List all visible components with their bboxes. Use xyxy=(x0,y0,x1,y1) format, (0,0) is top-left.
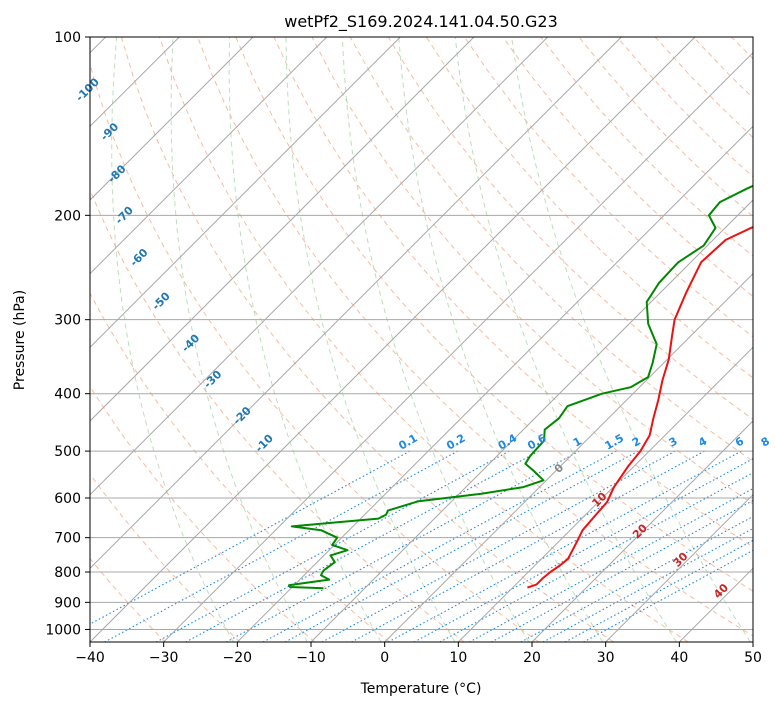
dry-adiabat-line xyxy=(90,557,166,642)
dry-adiabat-line xyxy=(90,292,390,642)
chart-title: wetPf2_S169.2024.141.04.50.G23 xyxy=(284,12,558,32)
x-tick-label: 20 xyxy=(523,650,541,666)
plot-frame xyxy=(89,36,754,643)
dry-adiabat-line xyxy=(159,37,689,642)
moist-adiabat-line xyxy=(454,37,677,642)
mixing-ratio-line xyxy=(469,487,753,642)
mixing-ratio-line xyxy=(284,450,639,642)
isotherm-line xyxy=(90,37,696,642)
mixing-ratio-line xyxy=(104,450,458,642)
dry-adiabat-line xyxy=(90,385,316,642)
dry-adiabat-line xyxy=(273,37,753,548)
isotherm-line xyxy=(163,51,753,642)
moist-adiabat-line xyxy=(398,37,604,642)
y-tick-label: 800 xyxy=(54,565,81,581)
x-tick-label: 50 xyxy=(744,650,762,666)
moist-adiabat-line xyxy=(228,37,382,642)
background-reference-lines xyxy=(90,37,753,642)
mixing-ratio-line xyxy=(413,458,753,642)
isotherm-line xyxy=(90,37,401,349)
x-tick-label: −30 xyxy=(149,650,179,666)
isotherm-line xyxy=(531,420,753,642)
isotherm-line xyxy=(90,37,328,275)
isotherm-line xyxy=(236,125,753,642)
mixing-ratio-line xyxy=(491,499,753,642)
mixing-ratio-line xyxy=(439,472,753,642)
isotherm-line xyxy=(310,199,753,642)
mixing-ratio-line xyxy=(226,450,580,642)
dry-adiabat-line xyxy=(311,37,753,505)
mixing-ratio-line xyxy=(90,450,411,625)
mixing-ratio-line xyxy=(542,527,753,642)
x-tick-label: 40 xyxy=(670,650,688,666)
isotherm-line xyxy=(384,272,753,642)
x-tick-label: −10 xyxy=(296,650,326,666)
mixing-ratio-line xyxy=(321,450,676,642)
mixing-ratio-line xyxy=(388,450,742,642)
moist-adiabat-line xyxy=(341,37,530,642)
moist-adiabat-line xyxy=(111,37,234,642)
dry-adiabat-line xyxy=(235,37,753,592)
mixing-ratio-line xyxy=(520,515,753,642)
dry-adiabat-line xyxy=(90,61,540,642)
x-tick-label: 10 xyxy=(449,650,467,666)
moist-adiabat-line xyxy=(170,37,308,642)
dry-adiabat-line xyxy=(464,37,753,338)
x-axis-ticks: −40 −30 −20 −10 0 10 20 30 40 50 xyxy=(75,642,762,666)
y-tick-label: 300 xyxy=(54,313,81,329)
isotherm-line xyxy=(90,37,254,201)
mixing-ratio-line xyxy=(185,450,539,642)
mixing-ratio-line xyxy=(564,539,753,642)
moist-adiabat-line xyxy=(511,37,751,642)
mixing-ratio-line xyxy=(351,450,705,642)
y-tick-label: 700 xyxy=(54,531,81,547)
y-axis-ticks: 100 200 300 400 500 600 700 800 900 1000 xyxy=(45,30,90,638)
x-tick-label: −40 xyxy=(75,650,105,666)
dry-adiabat-line xyxy=(349,37,753,462)
isotherm-line xyxy=(90,37,622,570)
mixing-ratio-line xyxy=(262,450,617,642)
y-tick-label: 500 xyxy=(54,444,81,460)
isotherm-line xyxy=(457,346,753,642)
y-tick-label: 900 xyxy=(54,595,81,611)
x-tick-label: 0 xyxy=(380,650,389,666)
moist-adiabat-line xyxy=(285,37,456,642)
dewpoint-profile-line xyxy=(288,184,753,590)
isotherm-line xyxy=(605,493,753,642)
y-tick-label: 200 xyxy=(54,208,81,224)
temperature-profile-line xyxy=(527,225,753,589)
y-axis-label: Pressure (hPa) xyxy=(12,290,28,390)
isotherm-line xyxy=(90,37,549,496)
y-tick-label: 400 xyxy=(54,387,81,403)
y-tick-label: 100 xyxy=(54,30,81,46)
grid-lines xyxy=(90,37,753,642)
dry-adiabat-line xyxy=(90,188,465,642)
x-tick-label: 30 xyxy=(597,650,615,666)
y-tick-label: 1000 xyxy=(45,622,81,638)
x-tick-label: −20 xyxy=(223,650,253,666)
x-axis-label: Temperature (°C) xyxy=(360,681,482,697)
dry-adiabat-line xyxy=(120,37,614,642)
profile-series xyxy=(288,184,753,590)
isotherm-line xyxy=(90,37,475,422)
y-tick-label: 600 xyxy=(54,491,81,507)
dry-adiabat-line xyxy=(90,473,241,642)
